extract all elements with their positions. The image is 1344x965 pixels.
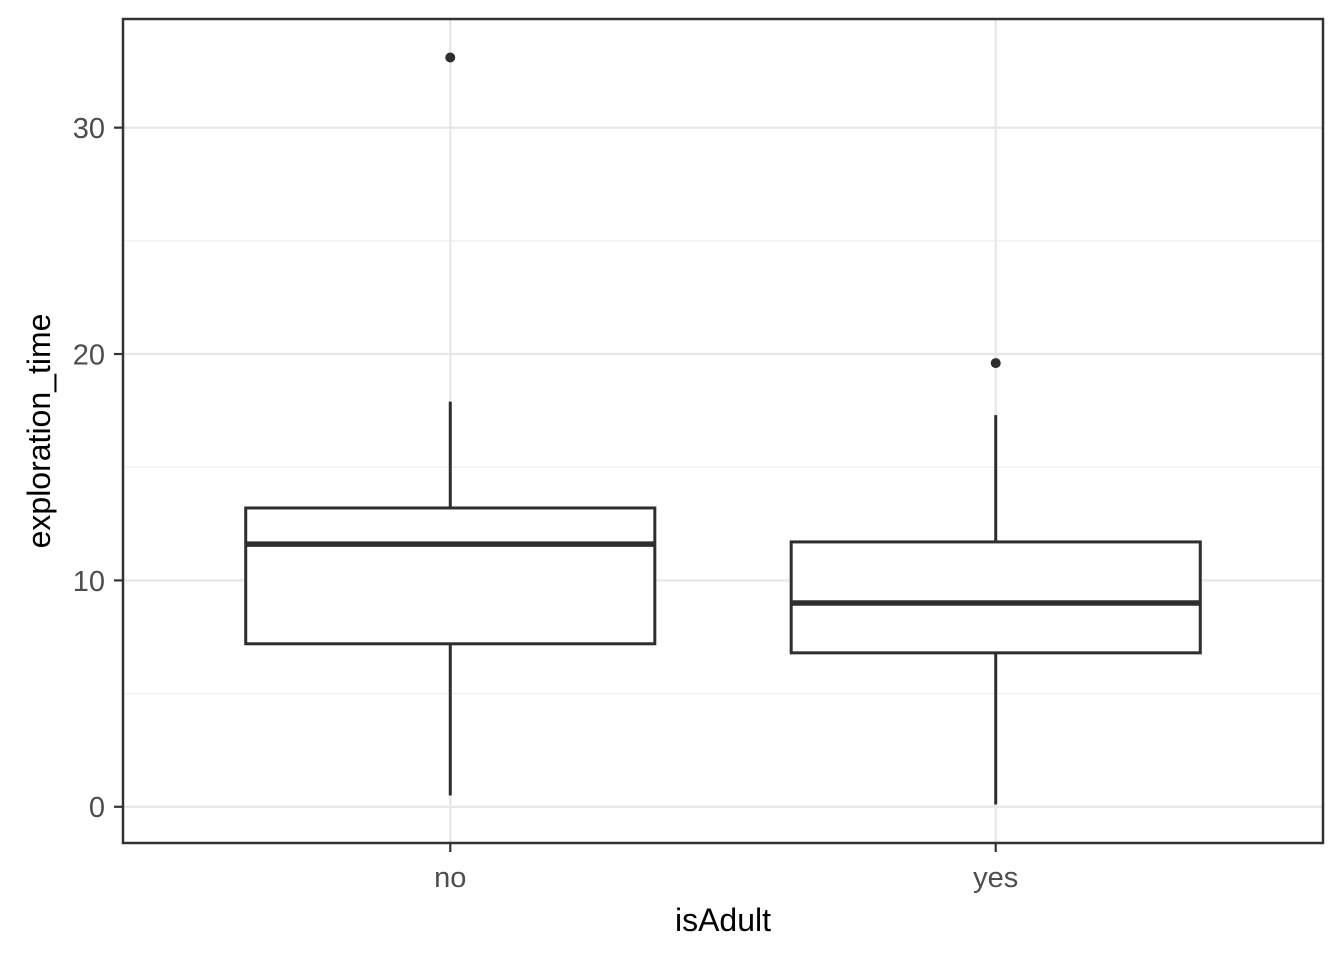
y-tick-label: 0: [89, 792, 105, 824]
box-yes: [789, 540, 1202, 655]
y-axis-title: exploration_time: [21, 314, 57, 549]
box-no: [244, 506, 657, 646]
grid-layer: [123, 19, 1323, 843]
boxes-layer: [244, 52, 1202, 805]
panel-border: [121, 17, 1325, 845]
y-tick-label: 20: [73, 339, 105, 371]
outlier-point: [990, 358, 1001, 369]
outlier-point: [445, 52, 456, 63]
x-tick-label: no: [434, 862, 466, 894]
y-tick-label: 10: [73, 566, 105, 598]
x-axis-title: isAdult: [675, 902, 771, 938]
y-tick-label: 30: [73, 113, 105, 145]
axis-layer: 0 10 20 30 no yes: [73, 113, 1019, 894]
x-tick-label: yes: [973, 862, 1018, 894]
